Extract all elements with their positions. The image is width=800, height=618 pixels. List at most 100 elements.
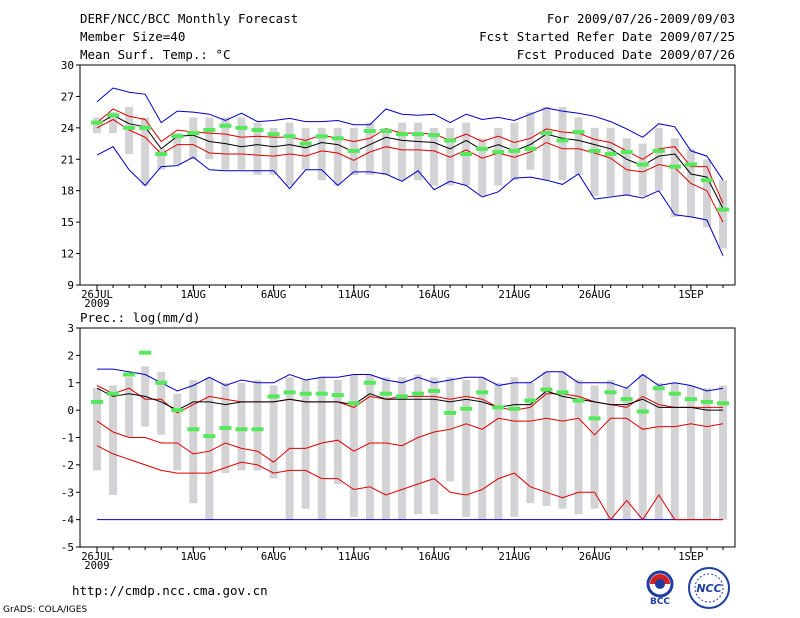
ensemble-box bbox=[109, 112, 118, 134]
ensemble-box bbox=[317, 127, 326, 181]
ensemble-box bbox=[93, 117, 101, 134]
ensemble-box bbox=[205, 377, 214, 520]
ensemble-mean-marker bbox=[299, 141, 312, 146]
ensemble-mean-marker bbox=[331, 393, 344, 398]
ensemble-mean-marker bbox=[652, 148, 665, 153]
x-tick-label: 16AUG bbox=[418, 289, 450, 301]
ensemble-mean-marker bbox=[540, 131, 553, 136]
ensemble-mean-marker bbox=[347, 148, 360, 153]
ensemble-box bbox=[638, 143, 647, 196]
ensemble-box bbox=[574, 117, 583, 175]
ensemble-mean-marker bbox=[588, 148, 601, 153]
x-tick-label: 26JUL bbox=[81, 551, 113, 563]
ensemble-box bbox=[622, 138, 631, 196]
ensemble-box bbox=[558, 106, 567, 181]
x-tick-label: 26AUG bbox=[579, 289, 611, 301]
y-tick-label: 30 bbox=[61, 59, 74, 72]
x-tick-label: 21AUG bbox=[499, 551, 531, 563]
series-upper-line bbox=[96, 385, 723, 414]
ensemble-box bbox=[638, 374, 647, 520]
ensemble-mean-marker bbox=[379, 391, 392, 396]
x-tick-label: 16AUG bbox=[418, 551, 450, 563]
x-tick-label: 1SEP bbox=[678, 551, 703, 563]
ensemble-box bbox=[542, 106, 551, 181]
ensemble-box bbox=[478, 377, 487, 520]
plot-frame-1 bbox=[79, 64, 736, 286]
ensemble-box bbox=[365, 374, 374, 520]
ensemble-mean-marker bbox=[107, 113, 120, 118]
ensemble-mean-marker bbox=[684, 162, 697, 167]
ensemble-mean-marker bbox=[395, 394, 408, 399]
ensemble-mean-marker bbox=[428, 133, 441, 138]
ensemble-mean-marker bbox=[155, 380, 168, 385]
ensemble-mean-marker bbox=[315, 134, 328, 139]
ensemble-mean-marker bbox=[363, 129, 376, 133]
ensemble-mean-marker bbox=[476, 146, 489, 151]
ensemble-box bbox=[173, 393, 182, 471]
ensemble-box bbox=[414, 374, 423, 515]
ensemble-mean-marker bbox=[187, 427, 200, 432]
y-tick-label: 9 bbox=[67, 279, 74, 292]
ensemble-mean-marker bbox=[524, 398, 537, 403]
ensemble-mean-marker bbox=[668, 391, 681, 396]
ensemble-box bbox=[558, 371, 567, 509]
x-tick-label: 11AUG bbox=[338, 289, 370, 301]
ensemble-mean-marker bbox=[684, 397, 697, 402]
y-tick-label: -1 bbox=[61, 432, 74, 445]
ensemble-mean-marker bbox=[588, 416, 601, 421]
ensemble-box bbox=[590, 127, 599, 196]
series-lower-line bbox=[96, 118, 724, 223]
ensemble-mean-marker bbox=[251, 427, 264, 432]
ensemble-mean-marker bbox=[556, 390, 569, 395]
ensemble-box bbox=[686, 385, 695, 520]
ensemble-box bbox=[269, 385, 278, 479]
y-tick-label: 3 bbox=[67, 322, 74, 335]
x-tick-label: 26AUG bbox=[579, 551, 611, 563]
series-min-line bbox=[96, 146, 724, 256]
ensemble-mean-marker bbox=[123, 125, 136, 130]
ensemble-box bbox=[590, 385, 599, 509]
ensemble-box bbox=[157, 371, 166, 435]
ensemble-mean-marker bbox=[155, 152, 168, 157]
x-tick-label: 6AUG bbox=[261, 289, 286, 301]
ensemble-box bbox=[526, 112, 535, 170]
ensemble-mean-marker bbox=[139, 350, 152, 355]
ensemble-box bbox=[381, 127, 390, 175]
series-median-line bbox=[96, 114, 724, 209]
ncc-logo-text: NCC bbox=[696, 582, 721, 595]
ensemble-box bbox=[702, 388, 711, 520]
ensemble-mean-marker bbox=[508, 148, 521, 153]
ensemble-mean-marker bbox=[492, 405, 505, 410]
source-url[interactable]: http://cmdp.ncc.cma.gov.cn bbox=[72, 583, 268, 598]
ensemble-box bbox=[542, 371, 551, 506]
x-tick-label: 21AUG bbox=[499, 289, 531, 301]
ensemble-mean-marker bbox=[717, 207, 729, 212]
ensemble-box bbox=[109, 385, 118, 495]
ensemble-box bbox=[654, 127, 663, 191]
ensemble-mean-marker bbox=[235, 125, 248, 130]
y-tick-label: -5 bbox=[61, 541, 74, 554]
y-tick-label: 15 bbox=[61, 216, 74, 229]
ensemble-mean-marker bbox=[668, 164, 681, 169]
grads-credit: GrADS: COLA/IGES bbox=[3, 605, 88, 615]
y-tick-label: 18 bbox=[61, 185, 74, 198]
ensemble-mean-marker bbox=[412, 132, 425, 137]
bcc-logo-text: BCC bbox=[650, 597, 670, 607]
series-upper-line bbox=[96, 108, 724, 204]
ensemble-box bbox=[205, 117, 214, 160]
y-tick-label: -2 bbox=[61, 459, 74, 472]
ensemble-mean-marker bbox=[203, 434, 216, 439]
ensemble-box bbox=[189, 117, 198, 160]
precip-panel-title: Prec.: log(mm/d) bbox=[80, 310, 200, 325]
ensemble-mean-marker bbox=[251, 127, 264, 132]
ensemble-box bbox=[333, 380, 342, 485]
ensemble-box bbox=[478, 138, 487, 196]
ensemble-mean-marker bbox=[460, 406, 473, 411]
year-label: 2009 bbox=[84, 298, 109, 310]
ensemble-mean-marker bbox=[636, 409, 649, 414]
ensemble-box bbox=[430, 377, 439, 515]
ensemble-box bbox=[189, 380, 198, 504]
ensemble-box bbox=[702, 159, 711, 228]
member-size-label: Member Size=40 bbox=[80, 29, 186, 44]
ensemble-mean-marker bbox=[476, 390, 489, 395]
